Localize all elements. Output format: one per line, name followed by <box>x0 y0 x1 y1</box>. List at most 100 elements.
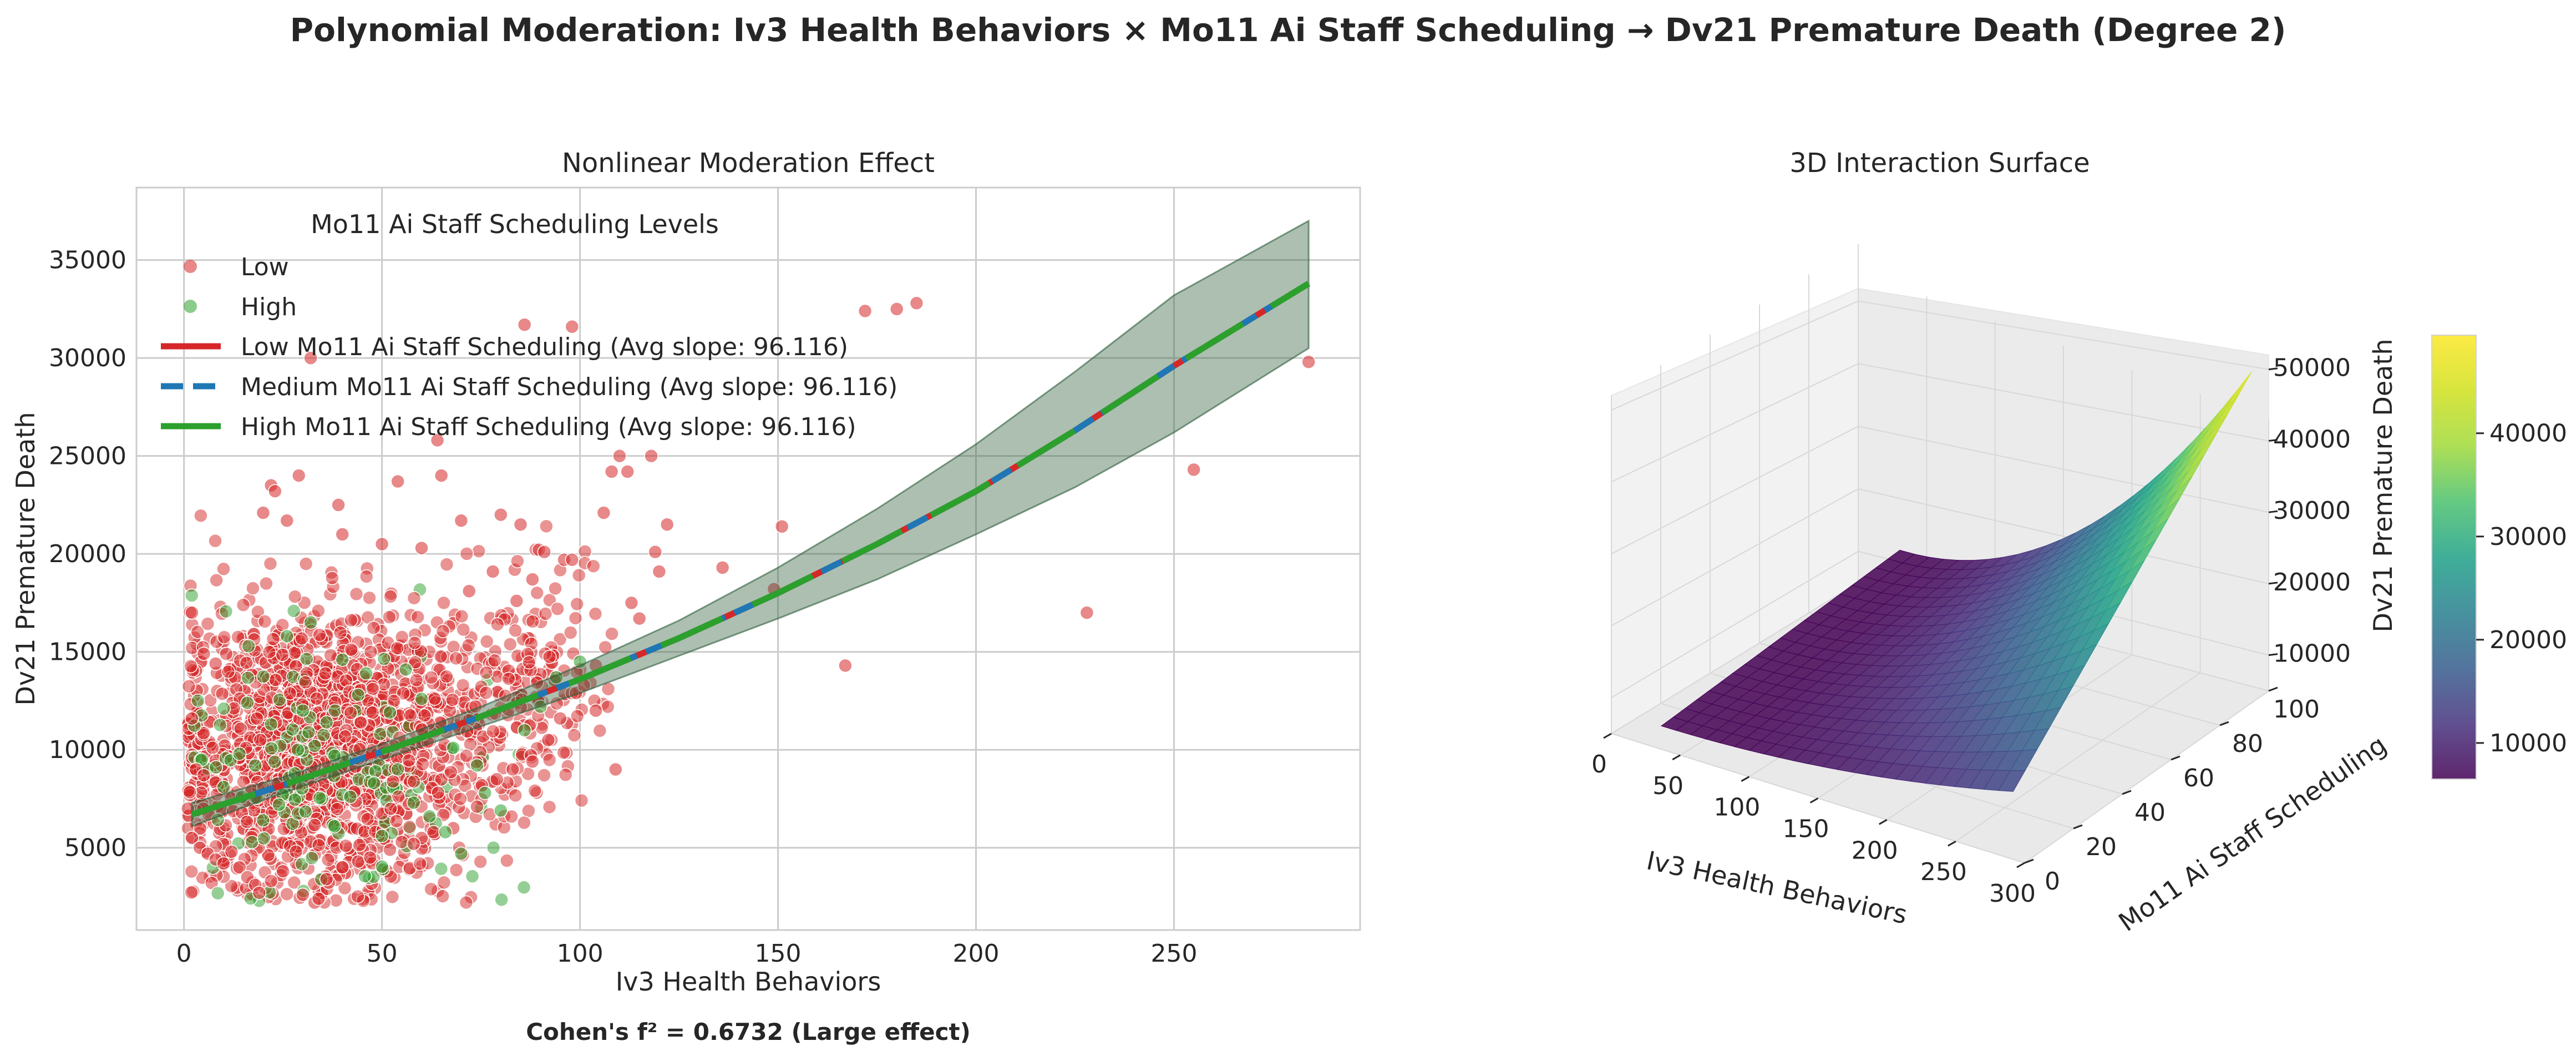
scatter-point-high <box>454 846 469 861</box>
scatter-point <box>368 764 383 779</box>
scatter-point <box>446 640 461 654</box>
scatter-point <box>209 760 224 775</box>
scatter-point <box>449 651 464 666</box>
x3d-tick <box>1809 797 1819 804</box>
scatter-point <box>264 741 278 756</box>
y-tick-label: 35000 <box>49 246 126 275</box>
scatter-point <box>600 699 615 714</box>
colorbar-tick-label: 40000 <box>2489 420 2567 448</box>
scatter-point <box>194 508 208 523</box>
scatter-point <box>439 669 454 684</box>
z-gridline <box>1611 300 1859 411</box>
z-gridline <box>1611 363 1859 483</box>
scatter-point-high <box>303 615 318 630</box>
scatter-point <box>299 651 314 666</box>
scatter-point-low <box>276 864 290 878</box>
scatter-point <box>256 669 271 684</box>
scatter-point <box>366 705 380 720</box>
scatter-point <box>184 864 199 879</box>
y3d-tick-label: 80 <box>2232 730 2263 758</box>
colorbar: 10000 20000 30000 40000 <box>2431 335 2567 780</box>
scatter-point <box>253 732 268 747</box>
scatter-point-high <box>406 795 421 810</box>
scatter-point <box>266 631 281 646</box>
scatter-point <box>437 595 451 610</box>
scatter-point <box>402 820 417 834</box>
scatter-point <box>217 630 232 645</box>
colorbar-tick-label: 20000 <box>2489 626 2567 654</box>
scatter-point-low <box>224 845 239 859</box>
scatter-point-low <box>838 658 853 673</box>
scatter-point <box>449 863 464 877</box>
scatter-point <box>592 724 607 738</box>
scatter-point <box>184 659 198 674</box>
scatter-point <box>479 634 494 649</box>
scatter-point <box>390 641 405 655</box>
x-tick-label: 150 <box>755 939 802 968</box>
scatter-point <box>338 838 353 853</box>
scatter-point-low <box>660 517 675 532</box>
scatter-point <box>408 655 423 670</box>
scatter-point <box>542 800 557 815</box>
scatter-point-low <box>252 886 267 900</box>
scatter-point <box>522 655 536 670</box>
scatter-point <box>287 875 302 890</box>
scatter-point <box>182 785 197 800</box>
scatter-point <box>454 609 469 624</box>
scatter-point <box>479 665 494 680</box>
y3d-tick <box>2219 721 2229 726</box>
scatter-point <box>257 614 272 629</box>
scatter-point-low <box>196 646 211 661</box>
scatter-point <box>219 646 234 661</box>
scatter-point <box>210 886 225 901</box>
scatter-point <box>298 675 313 690</box>
scatter-point <box>510 554 525 568</box>
scatter-point-low <box>604 464 619 479</box>
scatter-point-low <box>296 887 310 902</box>
y-tick-label: 5000 <box>64 834 126 862</box>
scatter-point <box>453 791 468 806</box>
scatter-point <box>434 861 449 876</box>
scatter-point-low <box>1301 355 1316 369</box>
scatter-point <box>435 624 450 639</box>
scatter-point-low <box>1186 462 1201 477</box>
scatter-point <box>542 649 557 664</box>
scatter-point <box>311 838 326 852</box>
scatter-point <box>349 587 364 602</box>
scatter-point-low <box>383 842 397 857</box>
x3d-gridline <box>1955 672 2201 842</box>
x3d-gridline <box>2024 690 2269 863</box>
scatter-point-low <box>525 754 540 769</box>
x3d-tick <box>1741 776 1750 782</box>
scatter-point <box>407 635 422 650</box>
y-tick-label: 30000 <box>49 344 126 372</box>
x3d-tick <box>2016 862 2025 868</box>
scatter-point <box>383 589 398 604</box>
legend-label: High Mo11 Ai Staff Scheduling (Avg slope… <box>241 413 856 441</box>
scatter-point <box>459 547 474 561</box>
scatter-point <box>568 611 583 625</box>
x3d-gridline <box>1611 582 1859 734</box>
scatter-point <box>291 742 305 757</box>
legend: Mo11 Ai Staff Scheduling Levels Low High Lo… <box>161 209 897 441</box>
scatter-point <box>556 745 571 760</box>
scatter-point-low <box>509 594 524 608</box>
scatter-point <box>386 774 400 789</box>
scatter-point <box>374 860 389 874</box>
scatter-point-high <box>446 740 460 755</box>
scatter-point-high <box>232 746 247 761</box>
scatter-point <box>240 815 254 829</box>
fit-lines <box>191 281 1311 817</box>
y-tick-label: 15000 <box>49 638 126 666</box>
scatter-point <box>328 703 342 718</box>
z3d-tick <box>2268 438 2278 442</box>
scatter-point <box>209 573 224 588</box>
scatter-point <box>490 617 505 631</box>
scatter-point-high <box>240 695 255 710</box>
scatter-point <box>216 701 231 716</box>
scatter-point <box>455 678 470 693</box>
scatter-point-low <box>394 835 409 849</box>
z3d-axis-label: Dv21 Premature Death <box>2368 338 2398 632</box>
scatter-point-low <box>652 564 667 579</box>
scatter-point <box>516 880 531 895</box>
